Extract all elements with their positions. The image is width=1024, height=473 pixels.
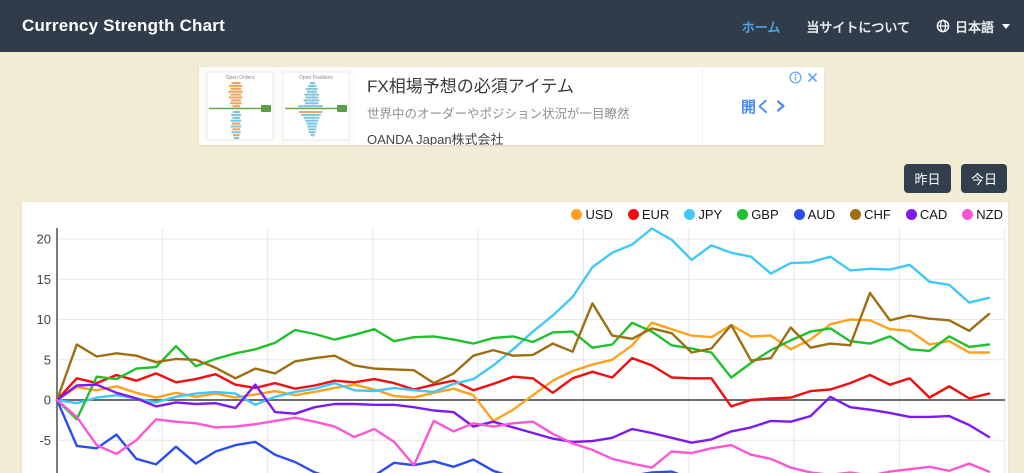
ad-info-icon[interactable]	[789, 71, 802, 84]
series-line-CHF	[55, 291, 991, 402]
series-line-GBP	[55, 321, 991, 421]
strength-chart-plot: 20 15 10 5 0 -5	[37, 227, 1006, 473]
svg-text:Open Orders: Open Orders	[226, 75, 255, 81]
legend-label-EUR: EUR	[641, 207, 670, 222]
legend-label-CAD: CAD	[919, 207, 948, 222]
legend-item-JPY[interactable]: JPY	[684, 207, 722, 222]
ad-thumbnail-image[interactable]: Open Orders Open Positions	[199, 67, 355, 145]
ad-open-label: 開く	[740, 98, 771, 116]
ad-badges	[789, 71, 819, 84]
legend-label-USD: USD	[585, 207, 613, 222]
app-header: Currency Strength Chart ホーム 当サイトについて 日本語	[0, 0, 1024, 52]
ad-thumbnail-chart: Open Orders Open Positions	[206, 71, 350, 141]
legend-dot-AUD	[793, 209, 805, 220]
svg-text:15: 15	[37, 272, 51, 287]
nav-home-label: ホーム	[741, 19, 781, 35]
nav-item-language[interactable]: 日本語	[936, 17, 1010, 36]
legend-dot-JPY	[684, 209, 696, 220]
vertical-gridlines	[56, 228, 1006, 473]
ad-banner: Open Orders Open Positions FX相場予想の必須アイテム …	[199, 67, 824, 145]
ad-close-icon[interactable]	[806, 71, 819, 84]
series-line-AUD	[55, 398, 680, 473]
series-line-CAD	[55, 383, 991, 444]
nav-language-label: 日本語	[954, 19, 994, 35]
ad-body: FX相場予想の必須アイテム 世界中のオーダーやポジション状況が一目瞭然 OAND…	[355, 67, 702, 145]
svg-text:0: 0	[44, 393, 51, 408]
main-nav: ホーム 当サイトについて 日本語	[742, 17, 1010, 36]
svg-text:10: 10	[37, 312, 51, 327]
yesterday-button[interactable]: 昨日	[904, 164, 951, 193]
legend-item-GBP[interactable]: GBP	[737, 207, 779, 222]
series-line-EUR	[55, 356, 991, 408]
chevron-right-icon	[776, 100, 785, 112]
currency-strength-chart-card: USD EUR JPY GBP AUD CHF CAD NZD 20 15 10 5 0 -5	[22, 202, 1008, 473]
nav-about-label: 当サイトについて	[806, 19, 910, 35]
ad-description: 世界中のオーダーやポジション状況が一目瞭然	[367, 106, 630, 121]
ad-headline-link[interactable]: FX相場予想の必須アイテム	[367, 77, 575, 96]
legend-dot-CAD	[905, 209, 917, 220]
legend-item-NZD[interactable]: NZD	[962, 207, 1003, 222]
chart-legend: USD EUR JPY GBP AUD CHF CAD NZD	[571, 207, 1003, 222]
chevron-down-icon	[1002, 23, 1010, 29]
legend-label-CHF: CHF	[864, 207, 891, 222]
legend-dot-NZD	[962, 209, 974, 220]
page-title: Currency Strength Chart	[22, 16, 225, 35]
legend-item-EUR[interactable]: EUR	[627, 207, 670, 222]
legend-item-USD[interactable]: USD	[571, 207, 613, 222]
legend-dot-GBP	[737, 209, 749, 220]
nav-item-home[interactable]: ホーム	[742, 17, 781, 36]
globe-icon	[936, 19, 950, 33]
legend-label-GBP: GBP	[751, 207, 779, 222]
svg-text:20: 20	[37, 232, 51, 247]
ad-cta-panel: 開く	[702, 67, 824, 145]
svg-text:Open Positions: Open Positions	[299, 75, 333, 81]
legend-dot-CHF	[850, 209, 862, 220]
svg-text:5: 5	[44, 352, 51, 367]
nav-item-about[interactable]: 当サイトについて	[806, 17, 910, 36]
ad-open-button[interactable]: 開く	[741, 96, 786, 117]
legend-item-CHF[interactable]: CHF	[850, 207, 891, 222]
legend-item-AUD[interactable]: AUD	[793, 207, 836, 222]
legend-label-AUD: AUD	[807, 207, 836, 222]
legend-item-CAD[interactable]: CAD	[905, 207, 948, 222]
legend-dot-EUR	[627, 209, 639, 220]
series-line-NZD	[55, 398, 991, 473]
y-tick-labels: 20 15 10 5 0 -5	[37, 232, 51, 448]
svg-text:-5: -5	[39, 433, 51, 448]
legend-dot-USD	[571, 209, 583, 220]
ad-advertiser: OANDA Japan株式会社	[367, 131, 504, 145]
series-line-JPY	[55, 227, 991, 407]
legend-label-NZD: NZD	[976, 207, 1003, 222]
legend-label-JPY: JPY	[698, 207, 723, 222]
series-line-USD	[55, 318, 991, 423]
today-button[interactable]: 今日	[961, 164, 1007, 193]
